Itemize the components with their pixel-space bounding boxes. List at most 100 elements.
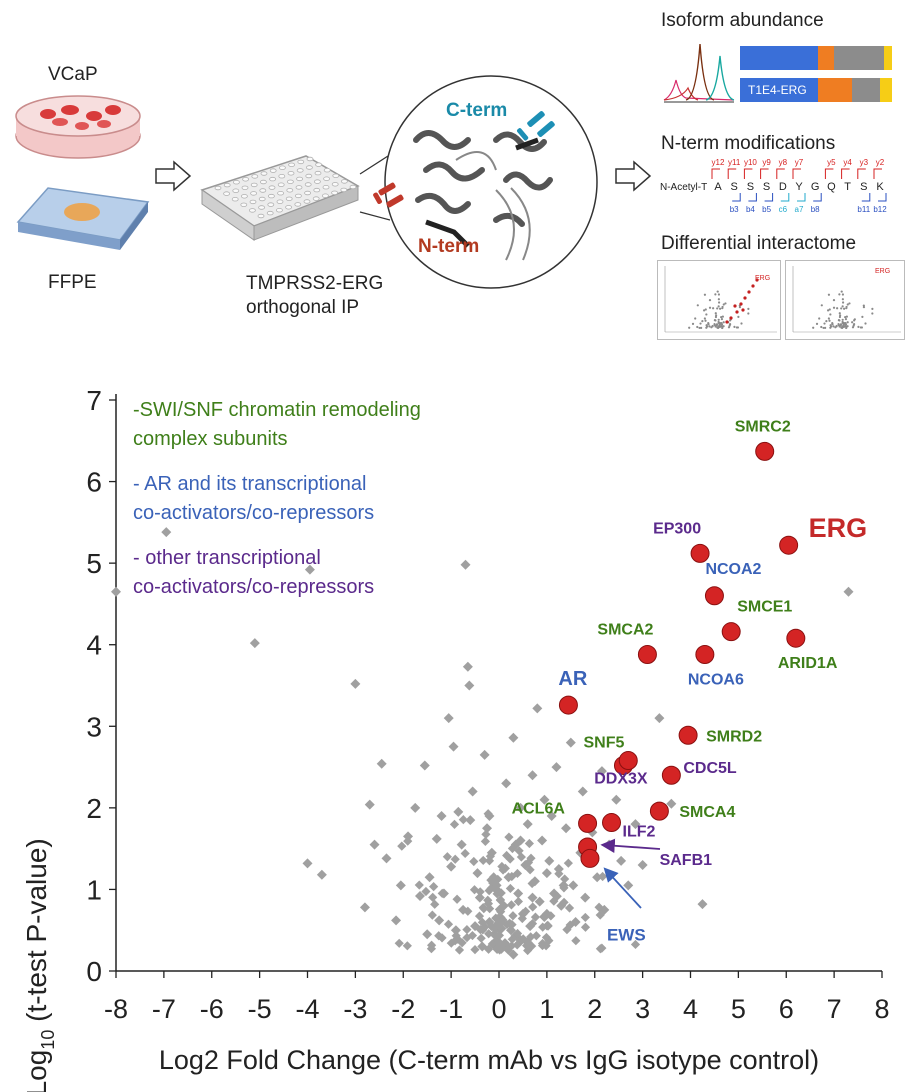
mini-plot-point	[848, 302, 851, 305]
background-point	[559, 897, 569, 907]
mini-plot-point	[698, 326, 701, 330]
plate-well	[340, 187, 348, 193]
mini-plot-point	[840, 307, 843, 310]
background-point	[534, 896, 545, 907]
background-point	[430, 899, 440, 909]
legend-ar-line1: - AR and its transcriptional	[133, 473, 366, 495]
background-point	[422, 929, 433, 940]
background-point	[304, 564, 315, 575]
mini-plot-point	[724, 302, 727, 305]
mini-plot-point	[718, 325, 722, 329]
peptide-residue: D	[779, 181, 787, 193]
mini-plot-point	[846, 325, 849, 328]
mini-plot-point	[859, 326, 863, 329]
mini-plot-point	[845, 305, 848, 309]
plate-well	[268, 185, 276, 190]
y-axis-label: -Log10 (t-test P-value)	[21, 838, 58, 1092]
x-tick-label: -2	[391, 994, 415, 1024]
highlight-label-ep300: EP300	[653, 520, 701, 537]
mini-plot-point	[729, 319, 732, 322]
y-ion-label: y5	[827, 158, 836, 167]
mini-plot-point	[711, 324, 714, 328]
background-point	[486, 921, 497, 932]
background-point	[397, 841, 407, 851]
background-point	[512, 868, 523, 879]
mini-plot-point	[831, 321, 834, 325]
plate-well	[304, 182, 312, 187]
y-ion-label: y10	[744, 158, 757, 167]
peptide-residue: Q	[827, 181, 836, 193]
y-tick-label: 2	[86, 793, 102, 824]
background-point	[611, 794, 622, 805]
plate-well	[250, 182, 258, 188]
background-point	[424, 872, 435, 883]
background-point	[436, 811, 447, 822]
background-point	[559, 883, 569, 893]
plate-well	[285, 196, 293, 201]
petri-dish-icon	[15, 95, 141, 159]
background-point	[450, 854, 460, 864]
legend-swisnf-line1: -SWI/SNF chromatin remodeling	[133, 399, 421, 421]
highlight-label-ddx3x: DDX3X	[594, 771, 648, 788]
mini-plot-point	[835, 324, 838, 328]
background-point	[381, 853, 392, 864]
background-point	[580, 922, 591, 932]
mini-plot-point	[820, 325, 823, 329]
background-point	[561, 823, 572, 834]
background-point	[498, 914, 508, 925]
background-point	[553, 864, 564, 875]
highlight-point-ews	[580, 848, 600, 868]
x-tick-label: -1	[439, 994, 463, 1024]
plate-well	[322, 185, 330, 190]
background-point	[616, 855, 627, 866]
mini-plot-point	[714, 325, 717, 328]
mini-plot-point	[717, 318, 720, 321]
background-point	[565, 737, 576, 748]
background-point	[508, 732, 519, 743]
background-point	[539, 794, 550, 805]
background-point	[391, 915, 402, 926]
y-ion-label: y7	[795, 158, 804, 167]
highlight-label-smca2: SMCA2	[597, 622, 653, 639]
well-plate-icon	[200, 155, 360, 241]
highlight-point-ilf2	[602, 813, 622, 833]
mini-plot-point	[846, 303, 849, 306]
isoform-bar1-orange	[818, 46, 834, 70]
mini-plot-point	[722, 321, 725, 324]
peptide-residue: Y	[795, 181, 803, 193]
isoform-bar1-yellow	[884, 46, 892, 70]
background-point	[457, 938, 467, 948]
highlight-label-ncoa6: NCOA6	[688, 672, 744, 689]
highlight-point-smca2	[637, 645, 657, 665]
background-point	[451, 931, 461, 941]
plate-well	[321, 193, 329, 198]
interactome-title: Differential interactome	[661, 233, 857, 254]
background-point	[462, 924, 472, 935]
background-point	[630, 819, 641, 830]
background-point	[504, 832, 514, 842]
highlight-label-ncoa2: NCOA2	[705, 561, 761, 578]
background-point	[316, 869, 327, 880]
background-point	[595, 910, 605, 920]
background-point	[414, 880, 424, 890]
mini-plot-point	[712, 307, 715, 310]
background-point	[448, 741, 459, 752]
background-point	[491, 913, 501, 923]
background-point	[456, 839, 467, 850]
ews-arrow	[603, 867, 642, 909]
background-point	[403, 836, 413, 846]
plate-well	[286, 188, 294, 193]
mini-plot-point	[728, 324, 731, 327]
ip-label: TMPRSS2-ERG orthogonal IP	[246, 272, 383, 320]
background-point	[507, 919, 517, 930]
mini-plot-point	[707, 321, 710, 325]
y-tick-label: 5	[86, 548, 102, 579]
y-ion-label: y4	[843, 158, 852, 167]
peptide-residue: A	[714, 181, 722, 193]
background-point	[419, 760, 430, 771]
mini-plot-point	[841, 318, 844, 321]
plate-well	[295, 193, 302, 199]
background-point	[515, 835, 526, 846]
background-point	[554, 869, 564, 879]
legend-ar-line2: co-activators/co-repressors	[133, 502, 374, 524]
